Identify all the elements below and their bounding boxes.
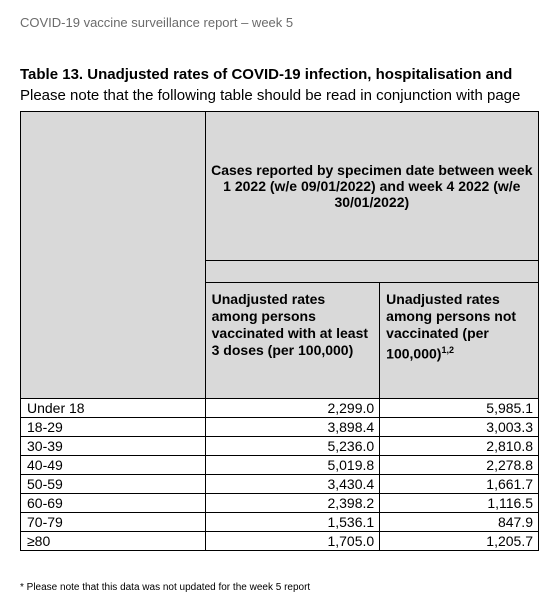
vaccinated-rate-cell: 1,536.1 xyxy=(204,512,381,532)
table-row: 30-39 5,236.0 2,810.8 xyxy=(20,436,539,456)
spacer-cell xyxy=(204,260,539,283)
unvaccinated-rate-cell: 3,003.3 xyxy=(379,417,539,437)
unvaccinated-rate-cell: 1,661.7 xyxy=(379,474,539,494)
table-row: 40-49 5,019.8 2,278.8 xyxy=(20,455,539,475)
col-header-unvaccinated-text: Unadjusted rates among persons not vacci… xyxy=(386,291,517,362)
table-row: 50-59 3,430.4 1,661.7 xyxy=(20,474,539,494)
footnote: * Please note that this data was not upd… xyxy=(20,582,311,593)
unvaccinated-rate-cell: 5,985.1 xyxy=(379,398,539,418)
unvaccinated-rate-cell: 1,116.5 xyxy=(379,493,539,513)
age-cell: 50-59 xyxy=(20,474,206,494)
vaccinated-rate-cell: 3,430.4 xyxy=(204,474,381,494)
table-row: 70-79 1,536.1 847.9 xyxy=(20,512,539,532)
vaccinated-rate-cell: 2,299.0 xyxy=(204,398,381,418)
age-cell: ≥80 xyxy=(20,531,206,551)
unvaccinated-rate-cell: 2,278.8 xyxy=(379,455,539,475)
age-header-cell xyxy=(20,111,206,399)
col-header-unvaccinated: Unadjusted rates among persons not vacci… xyxy=(379,282,539,399)
col-header-unvaccinated-superscript: 1,2 xyxy=(441,345,454,355)
table-note: Please note that the following table sho… xyxy=(20,87,521,104)
vaccinated-rate-cell: 5,019.8 xyxy=(204,455,381,475)
age-cell: Under 18 xyxy=(20,398,206,418)
age-cell: 30-39 xyxy=(20,436,206,456)
table-title: Table 13. Unadjusted rates of COVID-19 i… xyxy=(20,66,513,83)
table-row: ≥80 1,705.0 1,205.7 xyxy=(20,531,539,551)
group-header: Cases reported by specimen date between … xyxy=(204,111,539,261)
unvaccinated-rate-cell: 1,205.7 xyxy=(379,531,539,551)
vaccinated-rate-cell: 1,705.0 xyxy=(204,531,381,551)
rates-table: Cases reported by specimen date between … xyxy=(20,111,539,551)
col-header-vaccinated-text: Unadjusted rates among persons vaccinate… xyxy=(211,291,369,358)
vaccinated-rate-cell: 3,898.4 xyxy=(204,417,381,437)
age-cell: 70-79 xyxy=(20,512,206,532)
group-header-row: Cases reported by specimen date between … xyxy=(20,111,539,399)
table-row: 60-69 2,398.2 1,116.5 xyxy=(20,493,539,513)
age-cell: 60-69 xyxy=(20,493,206,513)
age-cell: 18-29 xyxy=(20,417,206,437)
col-header-vaccinated: Unadjusted rates among persons vaccinate… xyxy=(204,282,381,399)
table-row: 18-29 3,898.4 3,003.3 xyxy=(20,417,539,437)
unvaccinated-rate-cell: 2,810.8 xyxy=(379,436,539,456)
age-cell: 40-49 xyxy=(20,455,206,475)
spacer-row xyxy=(21,260,539,283)
unvaccinated-rate-cell: 847.9 xyxy=(379,512,539,532)
vaccinated-rate-cell: 2,398.2 xyxy=(204,493,381,513)
table-row: Under 18 2,299.0 5,985.1 xyxy=(20,398,539,418)
page-header: COVID-19 vaccine surveillance report – w… xyxy=(20,15,294,30)
vaccinated-rate-cell: 5,236.0 xyxy=(204,436,381,456)
subheader-row: Unadjusted rates among persons vaccinate… xyxy=(21,282,539,399)
